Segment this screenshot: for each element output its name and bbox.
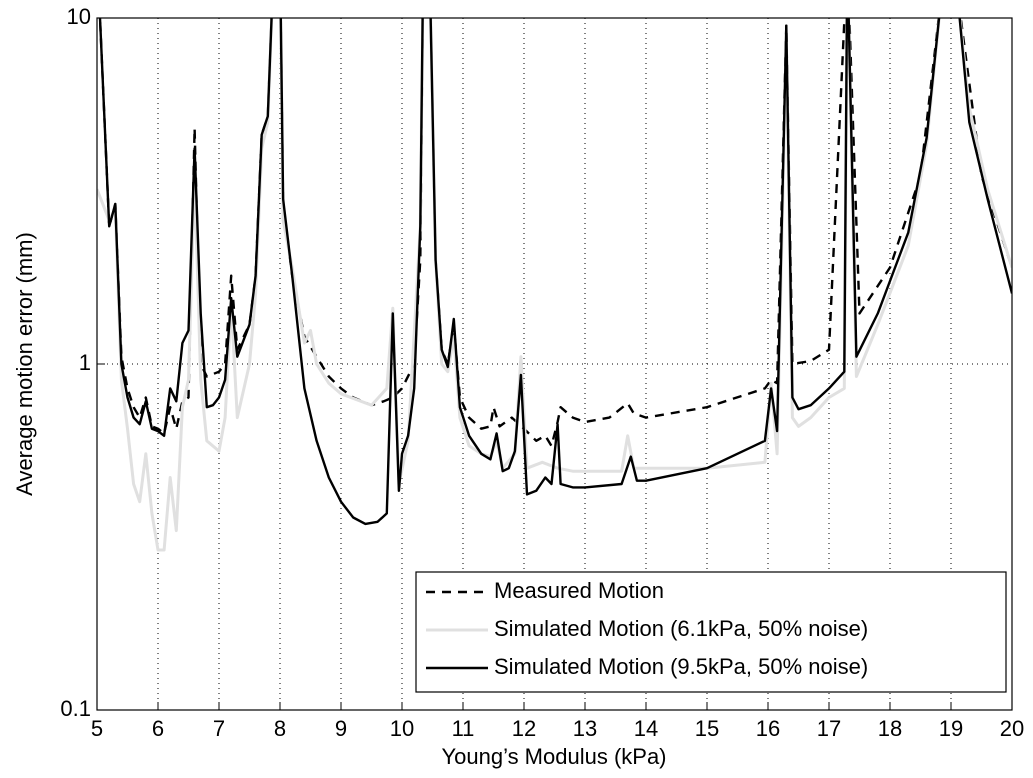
- x-tick-label: 12: [512, 716, 536, 741]
- x-tick-label: 13: [573, 716, 597, 741]
- series-line: [98, 18, 1012, 448]
- x-tick-label: 18: [878, 716, 902, 741]
- x-tick-label: 8: [274, 716, 286, 741]
- y-tick-label: 0.1: [60, 696, 91, 721]
- x-axis-label: Young’s Modulus (kPa): [441, 744, 666, 769]
- x-tick-label: 9: [335, 716, 347, 741]
- legend: Measured Motion Simulated Motion (6.1kPa,…: [415, 571, 1007, 693]
- x-tick-label: 7: [213, 716, 225, 741]
- x-tick-label: 10: [390, 716, 414, 741]
- legend-label: Simulated Motion (6.1kPa, 50% noise): [494, 616, 868, 641]
- x-tick-label: 14: [634, 716, 658, 741]
- series-line: [98, 18, 1012, 526]
- x-tick-label: 19: [939, 716, 963, 741]
- y-tick-label: 1: [79, 350, 91, 375]
- x-tick-label: 17: [817, 716, 841, 741]
- x-tick-label: 15: [695, 716, 719, 741]
- legend-label: Simulated Motion (9.5kPa, 50% noise): [494, 654, 868, 679]
- plot-frame: [96, 17, 1013, 711]
- legend-label: Measured Motion: [494, 578, 664, 603]
- x-tick-label: 6: [152, 716, 164, 741]
- plot-lines: [97, 18, 1012, 552]
- legend-box: [415, 571, 1007, 693]
- y-axis-label: Average motion error (mm): [12, 232, 37, 496]
- y-tick-label: 10: [67, 4, 91, 29]
- x-tick-label: 5: [91, 716, 103, 741]
- x-tick-label: 11: [452, 716, 475, 741]
- x-tick-label: 16: [756, 716, 780, 741]
- x-tick-label: 20: [1000, 716, 1024, 741]
- series-line: [97, 18, 1012, 552]
